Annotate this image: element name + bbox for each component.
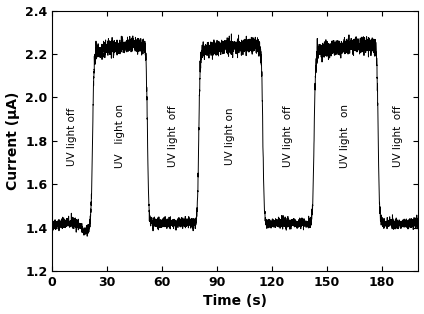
Text: UV light  off: UV light off xyxy=(393,106,403,167)
Text: UV light on: UV light on xyxy=(225,108,235,165)
Text: UV light   on: UV light on xyxy=(340,105,350,168)
Text: UV light  off: UV light off xyxy=(168,106,178,167)
X-axis label: Time (s): Time (s) xyxy=(204,295,268,308)
Y-axis label: Current (μA): Current (μA) xyxy=(6,92,20,190)
Text: UV light off: UV light off xyxy=(67,107,77,166)
Text: UV light  off: UV light off xyxy=(283,106,293,167)
Text: UV   light on: UV light on xyxy=(115,105,125,168)
